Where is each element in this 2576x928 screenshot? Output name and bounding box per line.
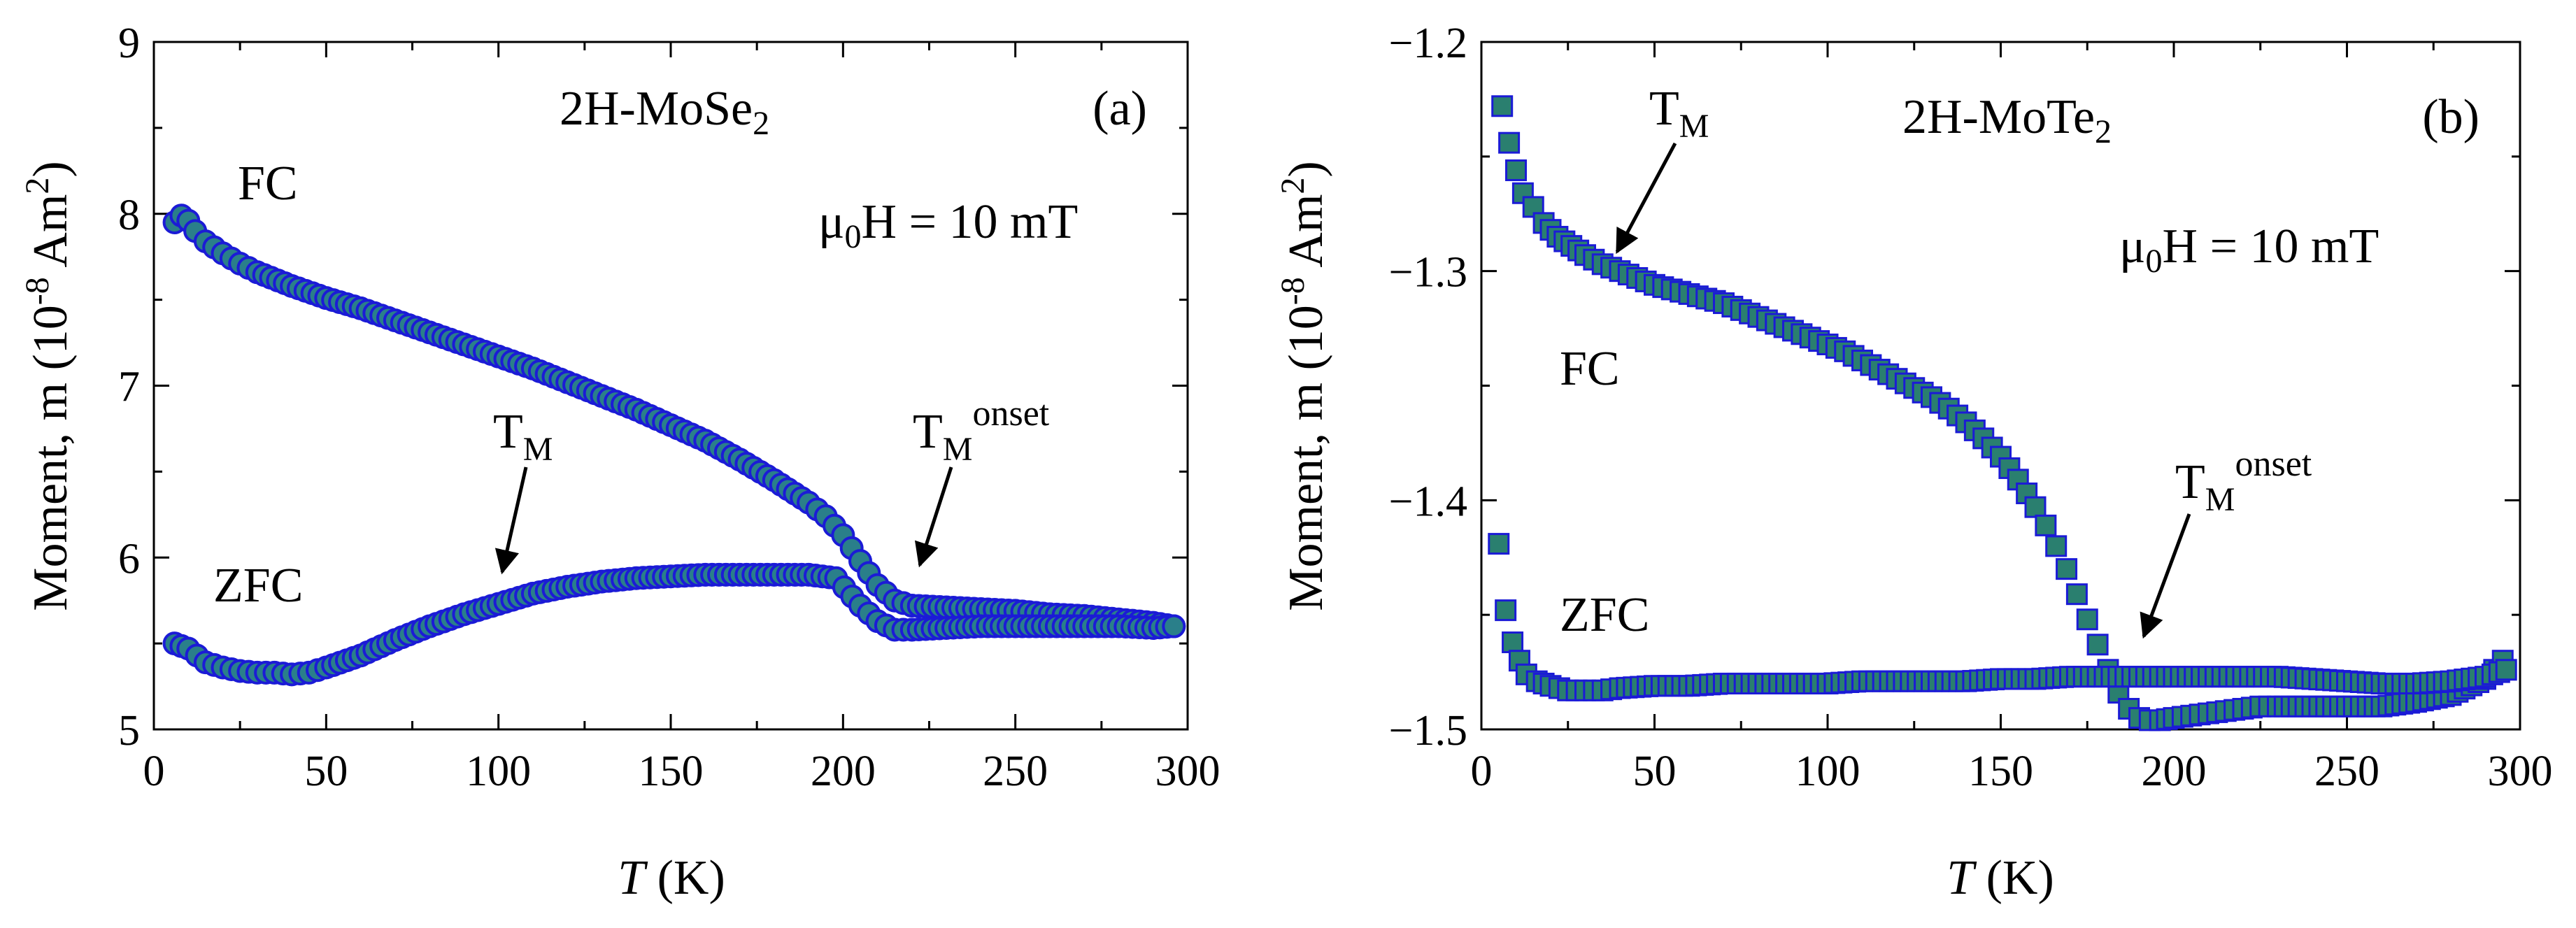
panel-a-zfc-label: ZFC bbox=[213, 559, 303, 613]
y-tick-label: 6 bbox=[118, 535, 140, 583]
fc-point bbox=[2024, 496, 2047, 518]
panel-a-tmonset-label: TMonset bbox=[913, 394, 1050, 468]
panel-b-ticks: 0 50 100 150 200 250 300 −1.5 −1.4 −1.3 −1.2 bbox=[1389, 20, 2553, 795]
panel-b: 0 50 100 150 200 250 300 −1.5 −1.4 −1.3 −1.2 (b) 2… bbox=[1274, 20, 2553, 905]
y-tick-label: 9 bbox=[118, 20, 140, 67]
panel-a-fc-label: FC bbox=[238, 157, 298, 210]
panel-b-zfc-label: ZFC bbox=[1560, 588, 1649, 642]
x-tick-label: 0 bbox=[143, 748, 165, 795]
x-tick-label: 250 bbox=[2314, 748, 2379, 795]
y-tick-label: −1.2 bbox=[1389, 20, 1467, 67]
panel-a-tm-arrow bbox=[494, 466, 528, 575]
x-tick-label: 100 bbox=[466, 748, 531, 795]
panel-b-tm-arrow bbox=[1615, 142, 1677, 255]
x-tick-label: 300 bbox=[2488, 748, 2553, 795]
fc-point bbox=[2056, 558, 2078, 580]
x-tick-label: 150 bbox=[639, 748, 704, 795]
panel-a-tmonset-arrow bbox=[914, 466, 953, 568]
panel-a-ylabel: Moment, m (10-8 Am2) bbox=[19, 161, 78, 611]
panel-a-field: μ0H = 10 mT bbox=[818, 195, 1078, 255]
fc-point bbox=[2035, 514, 2057, 536]
zfc-point bbox=[1502, 631, 1524, 653]
fc-point bbox=[1491, 95, 1514, 117]
zfc-point bbox=[2495, 659, 2517, 681]
panel-b-field: μ0H = 10 mT bbox=[2119, 220, 2379, 280]
panel-a-tm-label: TM bbox=[493, 405, 553, 468]
x-tick-label: 50 bbox=[1633, 748, 1677, 795]
y-tick-label: 7 bbox=[118, 364, 140, 411]
zfc-point bbox=[1495, 599, 1517, 622]
fc-point bbox=[1498, 131, 1521, 154]
panel-a-ticks: 0 50 100 150 200 250 300 5 6 7 8 9 bbox=[118, 20, 1221, 795]
panel-a-series bbox=[162, 204, 1186, 687]
panel-a-xlabel: T (K) bbox=[618, 851, 725, 905]
zfc-point bbox=[1162, 614, 1186, 638]
panel-b-xlabel: T (K) bbox=[1947, 851, 2054, 905]
x-tick-label: 200 bbox=[2142, 748, 2207, 795]
panel-b-series bbox=[1488, 95, 2517, 731]
x-tick-label: 100 bbox=[1795, 748, 1860, 795]
fc-point bbox=[2076, 608, 2098, 631]
x-tick-label: 0 bbox=[1471, 748, 1493, 795]
panel-a-sample-title: 2H-MoSe2 bbox=[560, 82, 769, 142]
zfc-point bbox=[1488, 533, 1510, 555]
x-tick-label: 50 bbox=[304, 748, 348, 795]
x-tick-label: 150 bbox=[1968, 748, 2033, 795]
panel-a: 0 50 100 150 200 250 300 5 6 7 8 9 (a) 2H-MoSe2 μ0H… bbox=[19, 20, 1221, 905]
y-tick-label: −1.3 bbox=[1389, 249, 1467, 297]
x-tick-label: 200 bbox=[811, 748, 876, 795]
x-tick-label: 250 bbox=[983, 748, 1048, 795]
panel-b-tmonset-label: TMonset bbox=[2175, 444, 2312, 518]
y-tick-label: −1.5 bbox=[1389, 707, 1467, 755]
panel-b-sample-title: 2H-MoTe2 bbox=[1902, 90, 2112, 150]
fc-point bbox=[1505, 159, 1527, 181]
panel-b-label: (b) bbox=[2422, 90, 2479, 144]
panel-b-tmonset-arrow bbox=[2140, 513, 2191, 639]
y-tick-label: 8 bbox=[118, 192, 140, 239]
x-tick-label: 300 bbox=[1155, 748, 1221, 795]
fc-point bbox=[2045, 535, 2068, 557]
y-tick-label: −1.4 bbox=[1389, 478, 1467, 525]
panel-a-label: (a) bbox=[1093, 82, 1147, 136]
fc-point bbox=[2086, 634, 2109, 656]
fc-point bbox=[2065, 583, 2088, 606]
panel-b-ylabel: Moment, m (10-8 Am2) bbox=[1274, 161, 1333, 611]
panel-b-tm-label: TM bbox=[1649, 82, 1709, 145]
panel-b-fc-label: FC bbox=[1560, 342, 1620, 396]
y-tick-label: 5 bbox=[118, 707, 140, 755]
